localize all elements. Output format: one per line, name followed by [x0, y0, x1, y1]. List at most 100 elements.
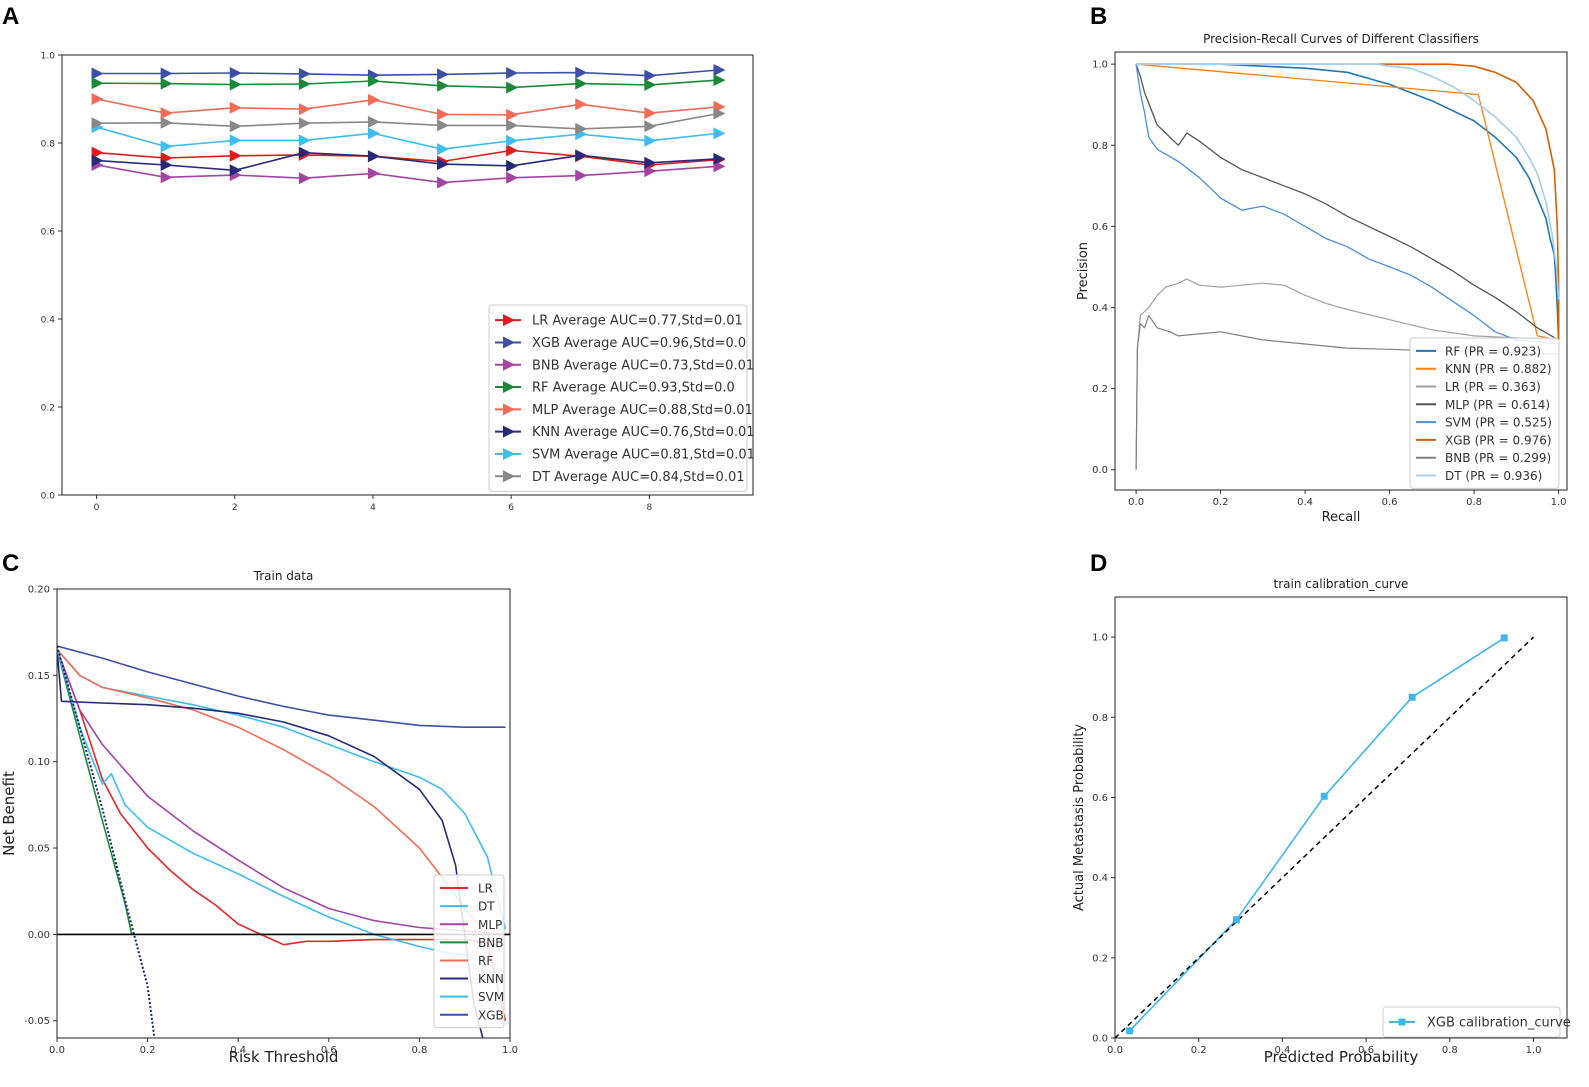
legend-label: RF (PR = 0.923) [1445, 344, 1541, 358]
y-tick-label: 0.10 [28, 757, 50, 768]
series-line-lr [57, 649, 507, 1021]
legend-label: RF Average AUC=0.93,Std=0.0 [532, 381, 735, 396]
series-line-mlp [1135, 63, 1559, 341]
series-line-knn [96, 151, 719, 172]
legend-label: DT [478, 900, 495, 914]
series-line-xgb [57, 645, 506, 728]
series-line-dt [96, 112, 719, 130]
legend-box [433, 874, 505, 1029]
y-tick-label: 0.2 [41, 404, 55, 414]
series-line-xgb [1129, 637, 1505, 1032]
legend-marker [503, 314, 515, 327]
x-tick-label: 0.6 [1382, 497, 1398, 508]
y-tick-label: 0.8 [1092, 141, 1108, 152]
data-point-marker [367, 150, 380, 163]
legend-label: DT Average AUC=0.84,Std=0.01 [532, 470, 745, 485]
legend-marker [503, 336, 515, 349]
legend: LR Average AUC=0.77,Std=0.01 XGB Average … [488, 304, 755, 492]
x-tick-label: 0.4 [230, 1045, 246, 1056]
data-point-marker [575, 98, 588, 111]
legend-label: BNB [478, 936, 503, 950]
legend-marker [503, 381, 515, 394]
legend-box [1409, 337, 1560, 489]
axes-frame [1114, 596, 1568, 1039]
y-tick-label: 0.8 [41, 140, 56, 150]
data-point-marker [1232, 916, 1240, 924]
legend-label: LR (PR = 0.363) [1445, 380, 1541, 394]
data-point-marker [575, 77, 588, 90]
legend-label: RF [478, 954, 493, 968]
panel-c-label: C [2, 550, 19, 577]
y-tick-label: 0.0 [1092, 465, 1108, 476]
y-axis-label: Precision [1076, 242, 1091, 300]
x-tick-label: 1.0 [1551, 497, 1567, 508]
axes-frame [61, 54, 754, 496]
chart-title: train calibration_curve [1274, 577, 1409, 591]
x-tick-label: 0.4 [1297, 497, 1313, 508]
legend-marker [1398, 1018, 1406, 1026]
data-point-marker [160, 77, 173, 90]
data-point-marker [91, 146, 104, 159]
data-point-marker [298, 78, 311, 91]
x-tick-label: 0.2 [140, 1045, 156, 1056]
x-tick-label: 0.6 [1358, 1045, 1374, 1056]
legend-marker [503, 447, 515, 460]
x-tick-label: 0.8 [411, 1045, 427, 1056]
data-point-marker [506, 108, 519, 121]
series-line-mlp [96, 98, 719, 116]
data-point-marker [298, 103, 311, 116]
series-line-bnb [96, 164, 719, 184]
chart-title: Precision-Recall Curves of Different Cla… [1203, 32, 1479, 46]
legend-label: KNN Average AUC=0.76,Std=0.01 [532, 425, 755, 440]
series-line-rf [96, 79, 719, 89]
legend-label: DT (PR = 0.936) [1445, 469, 1542, 483]
chart-title: Train data [253, 569, 314, 583]
x-axis-label: Risk Threshold [229, 1048, 339, 1066]
data-point-marker [437, 108, 450, 121]
data-point-marker [437, 158, 450, 171]
data-point-marker [575, 169, 588, 182]
data-point-marker [160, 140, 173, 153]
data-point-marker [229, 101, 242, 114]
data-point-marker [575, 149, 588, 162]
legend-label: XGB [478, 1008, 504, 1022]
data-point-marker [229, 78, 242, 91]
x-tick-label: 0.0 [1128, 497, 1144, 508]
legend-marker [503, 403, 515, 416]
data-point-marker [160, 171, 173, 184]
data-point-marker [298, 146, 311, 159]
x-tick-label: 0 [94, 503, 100, 513]
legend: XGB calibration_curve [1382, 1006, 1571, 1038]
y-tick-label: 1.0 [1092, 633, 1108, 644]
data-point-marker [298, 67, 311, 80]
data-point-marker [229, 164, 242, 177]
data-point-marker [160, 159, 173, 171]
x-tick-label: 1.0 [1526, 1045, 1542, 1056]
x-tick-label: 6 [508, 503, 514, 513]
y-tick-label: 0.8 [1092, 713, 1108, 724]
panel-a-label: A [2, 3, 19, 30]
legend-marker [503, 425, 515, 438]
data-point-marker [713, 63, 726, 76]
data-point-marker [229, 120, 242, 133]
series-line-all [57, 645, 156, 1038]
data-point-marker [367, 127, 380, 140]
data-point-marker [91, 154, 104, 167]
legend-label: SVM (PR = 0.525) [1445, 416, 1552, 430]
data-point-marker [575, 66, 588, 79]
legend-box [488, 304, 748, 492]
y-tick-label: 0.0 [1092, 1034, 1108, 1045]
x-tick-label: 0.8 [1466, 497, 1482, 508]
x-axis-label: Recall [1322, 510, 1361, 525]
legend-marker [503, 358, 515, 371]
legend: RF (PR = 0.923) KNN (PR = 0.882) LR (PR = … [1409, 337, 1560, 489]
data-point-marker [644, 78, 657, 91]
data-point-marker [1126, 1027, 1134, 1035]
data-point-marker [506, 134, 519, 147]
data-point-marker [506, 171, 519, 184]
series-line-knn [57, 649, 484, 1038]
chart-a-auc-lines: 0 2 4 6 8 0.0 0.2 0.4 0.6 0.8 1.0 LR Average AUC=0.… [41, 52, 755, 514]
data-point-marker [713, 127, 726, 140]
legend-label: XGB (PR = 0.976) [1445, 433, 1552, 447]
plot-area [96, 69, 719, 184]
